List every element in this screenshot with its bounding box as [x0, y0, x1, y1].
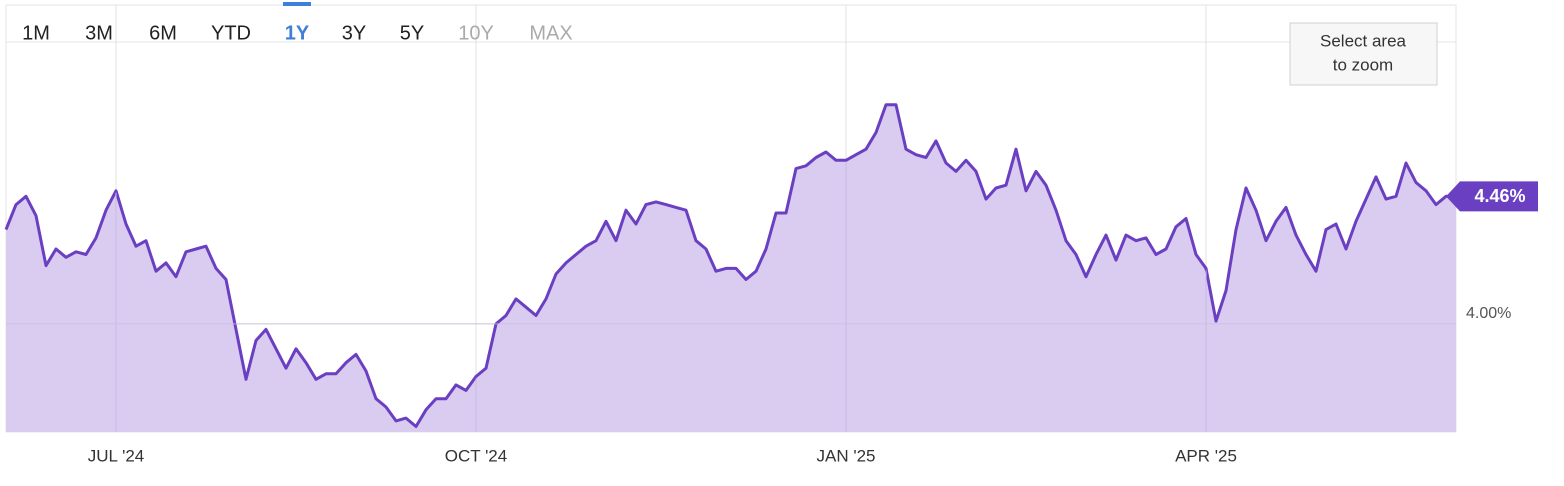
zoom-button[interactable] [1289, 22, 1438, 86]
range-button[interactable]: 1M [22, 22, 50, 44]
x-tick-label: JUL '24 [88, 446, 144, 465]
x-tick-label: OCT '24 [445, 446, 507, 465]
zoom-button-text: to zoom [1333, 55, 1393, 74]
end-label: 4.46% [1474, 186, 1525, 206]
range-button[interactable]: 6M [149, 22, 177, 44]
range-button[interactable]: 3M [85, 22, 113, 44]
range-button: MAX [529, 22, 572, 44]
range-button[interactable]: 1Y [285, 22, 310, 44]
range-button: 10Y [458, 22, 494, 44]
line [4, 103, 1456, 428]
x-tick-label: JAN '25 [817, 446, 876, 465]
end-badge [1446, 181, 1538, 212]
x-tick-label: APR '25 [1175, 446, 1237, 465]
active-indicator [283, 2, 311, 6]
range-button[interactable]: YTD [211, 22, 251, 44]
range-button[interactable]: 3Y [342, 22, 366, 44]
y-tick-label: 4.00% [1466, 305, 1511, 322]
range-button[interactable]: 5Y [400, 22, 424, 44]
zoom-button-text: Select area [1320, 31, 1407, 50]
